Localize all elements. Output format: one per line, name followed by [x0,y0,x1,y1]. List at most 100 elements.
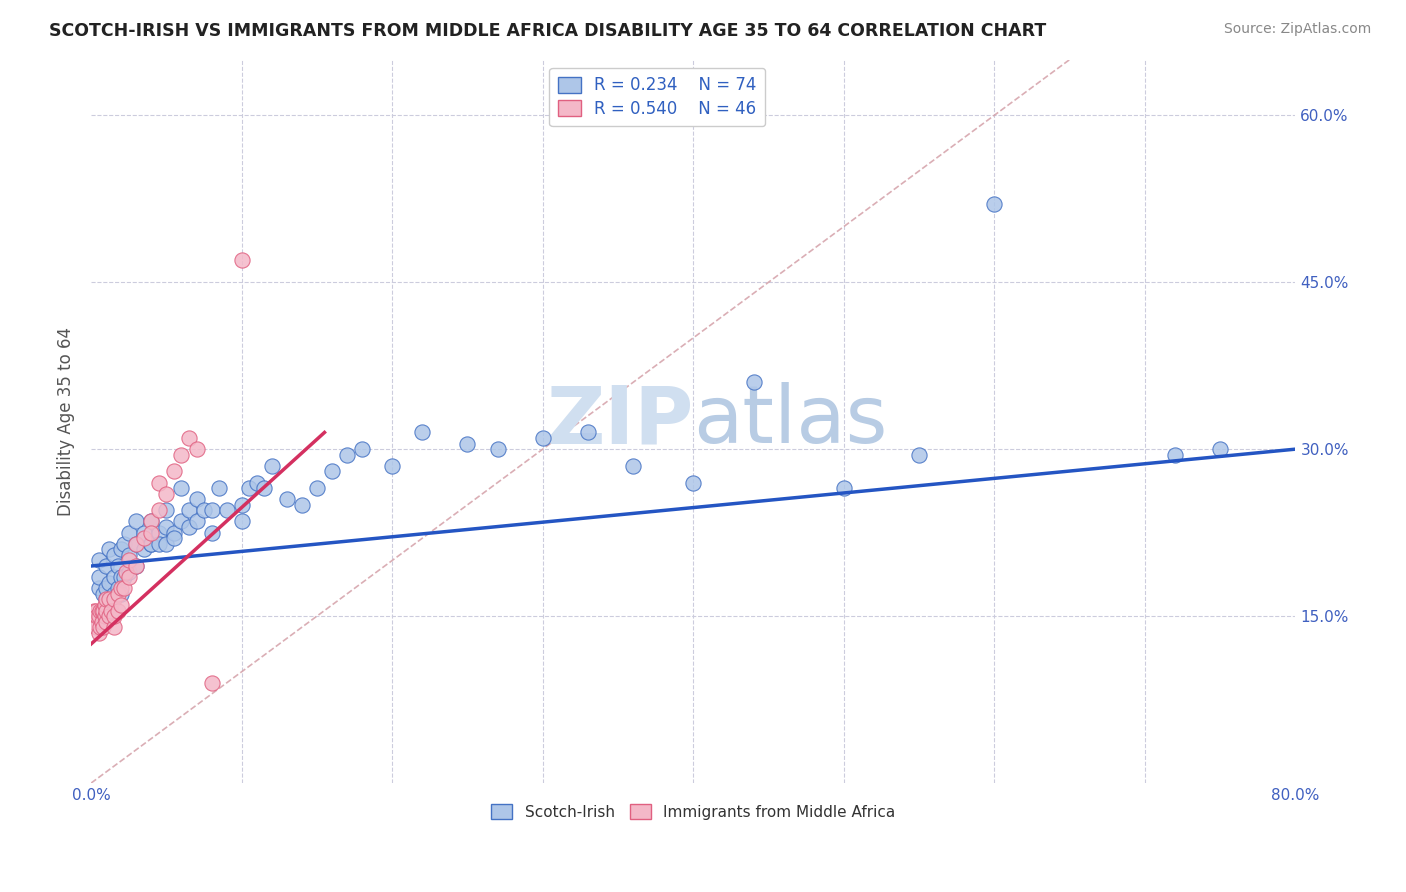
Point [148,503,170,517]
Point [177,431,200,445]
Point [87,581,110,595]
Point [155,503,177,517]
Point [253,481,276,495]
Point [103,587,125,601]
Point [103,548,125,562]
Point [98,609,121,624]
Point [155,486,177,500]
Point [381,458,404,473]
Point [110,598,132,612]
Point [132,531,155,545]
Point [98,575,121,590]
Point [177,520,200,534]
Point [276,492,298,507]
Point [291,498,314,512]
Point [93,598,115,612]
Point [260,458,283,473]
Point [118,565,141,579]
Point [208,481,231,495]
Point [621,458,644,473]
Point [84,620,107,634]
Point [170,448,193,462]
Text: atlas: atlas [693,383,887,460]
Point [141,537,163,551]
Point [983,197,1005,211]
Point [238,481,260,495]
Point [118,553,141,567]
Point [170,515,193,529]
Point [103,570,125,584]
Point [89,620,111,634]
Point [200,525,222,540]
Point [118,570,141,584]
Point [107,559,129,574]
Point [163,525,186,540]
Point [682,475,704,490]
Point [141,537,163,551]
Point [90,615,112,629]
Point [832,481,855,495]
Point [118,525,141,540]
Point [83,615,105,629]
Point [114,565,136,579]
Point [112,581,135,595]
Point [112,570,135,584]
Point [125,537,148,551]
Point [1209,442,1232,457]
Point [87,625,110,640]
Point [352,442,374,457]
Point [112,537,135,551]
Point [576,425,599,440]
Legend: Scotch-Irish, Immigrants from Middle Africa: Scotch-Irish, Immigrants from Middle Afr… [485,798,901,826]
Text: SCOTCH-IRISH VS IMMIGRANTS FROM MIDDLE AFRICA DISABILITY AGE 35 TO 64 CORRELATIO: SCOTCH-IRISH VS IMMIGRANTS FROM MIDDLE A… [49,22,1046,40]
Point [231,498,253,512]
Point [103,592,125,607]
Point [177,503,200,517]
Point [125,559,148,574]
Point [84,603,107,617]
Point [96,603,118,617]
Point [107,581,129,595]
Point [91,587,114,601]
Point [170,481,193,495]
Point [87,553,110,567]
Point [908,448,931,462]
Point [107,603,129,617]
Point [103,609,125,624]
Point [486,442,509,457]
Point [96,592,118,607]
Point [186,492,208,507]
Point [107,587,129,601]
Point [321,464,343,478]
Point [110,542,132,557]
Point [148,475,170,490]
Point [163,464,186,478]
Point [125,537,148,551]
Point [305,481,328,495]
Point [125,515,148,529]
Point [96,559,118,574]
Point [155,520,177,534]
Point [100,603,122,617]
Point [98,592,121,607]
Point [148,525,170,540]
Point [531,431,554,445]
Point [90,603,112,617]
Point [148,537,170,551]
Point [96,592,118,607]
Point [163,531,186,545]
Point [86,609,108,624]
Text: Source: ZipAtlas.com: Source: ZipAtlas.com [1223,22,1371,37]
Point [132,542,155,557]
Point [125,559,148,574]
Point [186,442,208,457]
Point [215,503,238,517]
Point [89,603,111,617]
Point [246,475,269,490]
Point [231,252,253,267]
Point [141,525,163,540]
Point [103,620,125,634]
Point [1164,448,1187,462]
Point [93,609,115,624]
Point [87,570,110,584]
